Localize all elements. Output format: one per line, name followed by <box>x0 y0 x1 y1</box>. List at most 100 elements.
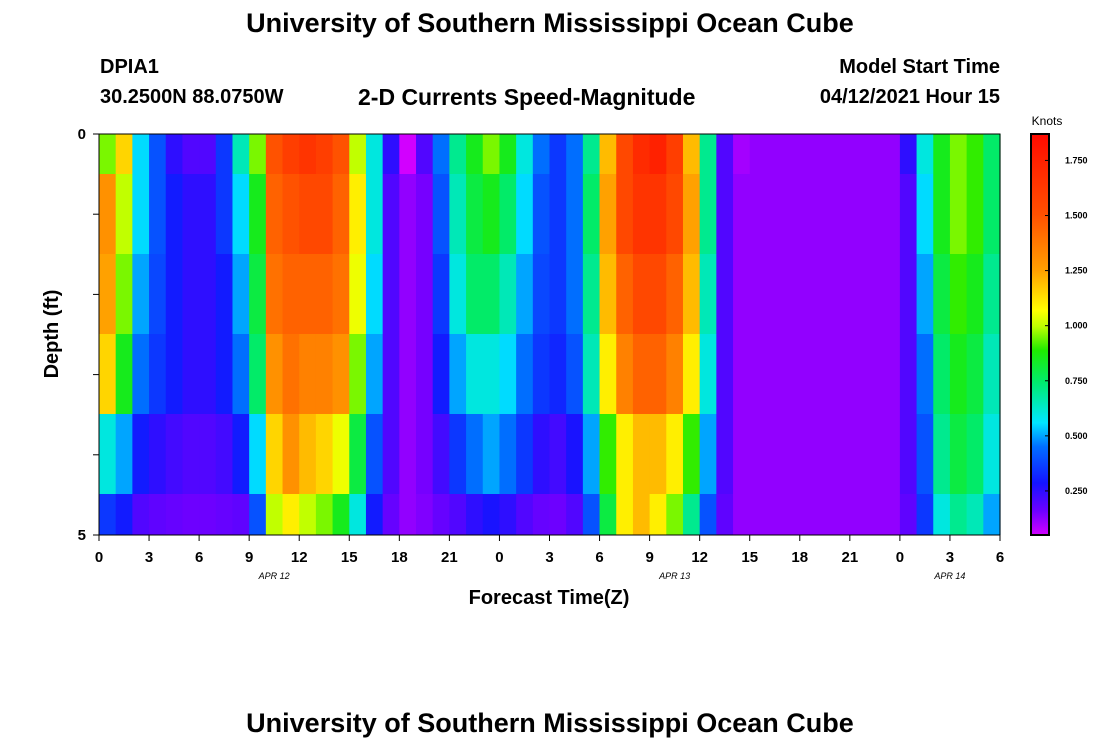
heatmap-cell <box>600 414 617 494</box>
heatmap-cell <box>983 334 1000 414</box>
heatmap-cell <box>249 414 266 494</box>
colorbar: Knots 0.250 0.500 0.750 1.000 1.250 1.500 1.75… <box>1031 114 1088 535</box>
heatmap-cell <box>299 494 316 535</box>
heatmap-cells <box>99 134 1001 535</box>
heatmap-cell <box>750 134 767 174</box>
heatmap-cell <box>466 494 483 535</box>
x-tick-label: 0 <box>896 549 904 566</box>
heatmap-cell <box>199 134 216 174</box>
heatmap-cell <box>449 174 466 254</box>
heatmap-cell <box>867 414 884 494</box>
heatmap-cell <box>783 174 800 254</box>
x-axis: 0 3 6 9 12 15 18 21 0 3 6 9 12 15 18 21 0 3 6APR 12 APR 13 A… <box>95 535 1004 581</box>
heatmap-cell <box>733 134 750 174</box>
heatmap-cell <box>182 254 199 334</box>
x-tick-label: 3 <box>946 549 954 566</box>
heatmap-cell <box>650 134 667 174</box>
heatmap-cell <box>917 134 934 174</box>
heatmap-cell <box>116 494 133 535</box>
heatmap-cell <box>216 414 233 494</box>
heatmap-cell <box>566 134 583 174</box>
heatmap-cell <box>99 414 116 494</box>
heatmap-cell <box>216 494 233 535</box>
heatmap-cell <box>933 134 950 174</box>
x-tick-label: 15 <box>741 549 758 566</box>
heatmap-cell <box>683 174 700 254</box>
heatmap-cell <box>149 254 166 334</box>
heatmap-cell <box>199 174 216 254</box>
heatmap-cell <box>800 494 817 535</box>
heatmap-cell <box>333 174 350 254</box>
heatmap-cell <box>232 494 249 535</box>
heatmap-cell <box>616 254 633 334</box>
heatmap-cell <box>399 494 416 535</box>
heatmap-cell <box>850 334 867 414</box>
heatmap-cell <box>99 134 116 174</box>
heatmap-cell <box>550 174 567 254</box>
heatmap-cell <box>499 174 516 254</box>
heatmap-cell <box>883 414 900 494</box>
heatmap-cell <box>283 334 300 414</box>
heatmap-cell <box>366 134 383 174</box>
heatmap-cell <box>766 254 783 334</box>
heatmap-cell <box>816 414 833 494</box>
heatmap-cell <box>783 334 800 414</box>
heatmap-cell <box>800 174 817 254</box>
heatmap-cell <box>816 334 833 414</box>
heatmap-cell <box>833 414 850 494</box>
heatmap-cell <box>883 174 900 254</box>
heatmap-cell <box>833 334 850 414</box>
heatmap-cell <box>766 414 783 494</box>
heatmap-cell <box>333 134 350 174</box>
heatmap-cell <box>316 334 333 414</box>
heatmap-cell <box>249 334 266 414</box>
heatmap-cell <box>99 174 116 254</box>
heatmap-cell <box>433 174 450 254</box>
heatmap-cell <box>416 134 433 174</box>
heatmap-cell <box>533 174 550 254</box>
heatmap-cell <box>299 414 316 494</box>
heatmap-cell <box>550 334 567 414</box>
heatmap-cell <box>583 414 600 494</box>
heatmap-cell <box>383 134 400 174</box>
heatmap-cell <box>316 414 333 494</box>
heatmap-cell <box>182 494 199 535</box>
heatmap-cell <box>182 174 199 254</box>
heatmap-cell <box>566 174 583 254</box>
heatmap-cell <box>333 414 350 494</box>
heatmap-cell <box>316 174 333 254</box>
heatmap-cell <box>650 254 667 334</box>
heatmap-cell <box>983 174 1000 254</box>
heatmap-cell <box>266 414 283 494</box>
heatmap-cell <box>933 254 950 334</box>
heatmap-cell <box>650 414 667 494</box>
heatmap-cell <box>967 254 984 334</box>
heatmap-cell <box>316 494 333 535</box>
heatmap-cell <box>600 254 617 334</box>
heatmap-cell <box>600 494 617 535</box>
heatmap-cell <box>166 134 183 174</box>
heatmap-cell <box>333 334 350 414</box>
x-tick-label: 3 <box>545 549 553 566</box>
heatmap-cell <box>466 414 483 494</box>
heatmap-cell <box>967 494 984 535</box>
heatmap-cell <box>149 414 166 494</box>
heatmap-cell <box>566 334 583 414</box>
x-tick-label: 18 <box>391 549 408 566</box>
heatmap-cell <box>99 254 116 334</box>
heatmap-cell <box>132 414 149 494</box>
x-tick-label: 9 <box>245 549 253 566</box>
heatmap-cell <box>116 174 133 254</box>
heatmap-cell <box>99 334 116 414</box>
heatmap-cell <box>550 134 567 174</box>
heatmap-cell <box>933 494 950 535</box>
heatmap-cell <box>449 494 466 535</box>
heatmap-cell <box>132 334 149 414</box>
heatmap-cell <box>499 494 516 535</box>
heatmap-cell <box>166 334 183 414</box>
date-label: APR 14 <box>933 571 965 581</box>
heatmap-cell <box>983 134 1000 174</box>
heatmap-cell <box>800 254 817 334</box>
heatmap-cell <box>633 134 650 174</box>
heatmap-cell <box>750 334 767 414</box>
